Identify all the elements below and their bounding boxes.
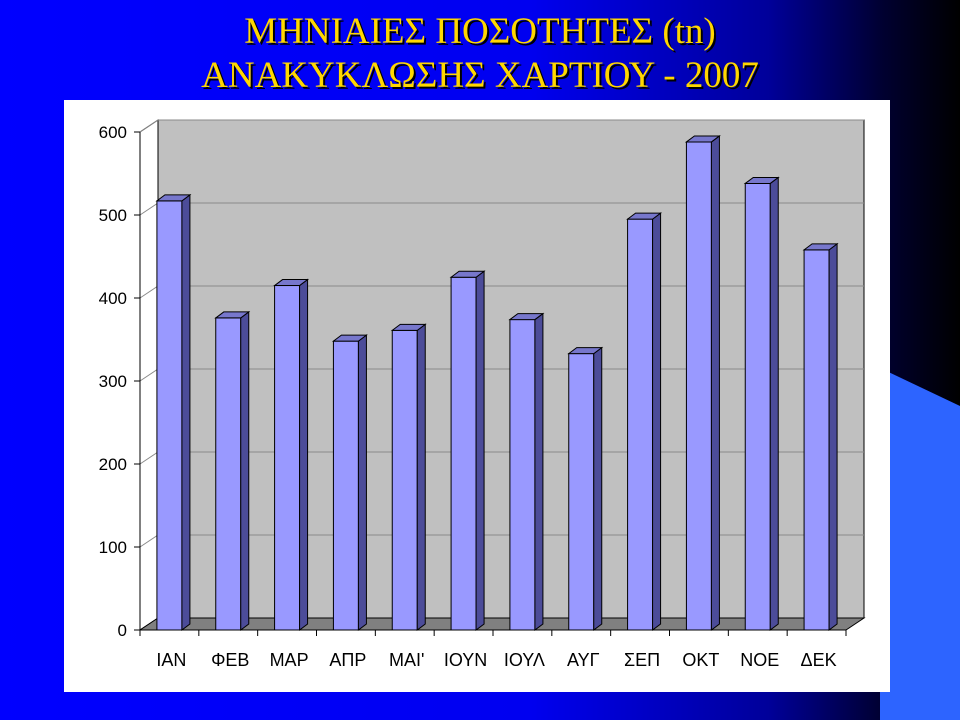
bar-side bbox=[593, 346, 603, 631]
bar bbox=[274, 285, 301, 631]
bar-top bbox=[214, 311, 251, 319]
bar bbox=[568, 353, 595, 631]
page-title: ΜΗΝΙΑΙΕΣ ΠΟΣΟΤΗΤΕΣ (tn) ΑΝΑΚΥΚΛΩΣΗΣ ΧΑΡΤ… bbox=[0, 10, 960, 98]
y-tick-label: 500 bbox=[99, 206, 127, 225]
bar-top bbox=[273, 279, 310, 287]
x-tick-label: ΝΟΕ bbox=[740, 650, 779, 670]
bar-side bbox=[769, 176, 779, 631]
gridline bbox=[139, 119, 864, 133]
x-tick-label: ΜΑΡ bbox=[270, 650, 309, 670]
bar-top bbox=[508, 313, 545, 321]
bar-side bbox=[652, 212, 662, 631]
title-line-1: ΜΗΝΙΑΙΕΣ ΠΟΣΟΤΗΤΕΣ (tn) bbox=[244, 11, 716, 52]
x-tick-label: ΙΟΥΛ bbox=[504, 650, 545, 670]
bar-side bbox=[357, 334, 367, 631]
bar bbox=[391, 329, 418, 631]
bar bbox=[685, 141, 712, 631]
x-tick-label: ΙΑΝ bbox=[156, 650, 186, 670]
bar bbox=[215, 317, 242, 631]
bar-side bbox=[710, 134, 720, 631]
bar-top bbox=[449, 270, 486, 278]
bar bbox=[509, 319, 536, 631]
bar-side bbox=[181, 193, 191, 631]
x-tick-label: ΟΚΤ bbox=[682, 650, 719, 670]
bar-top bbox=[802, 243, 839, 251]
bar-top bbox=[155, 194, 192, 202]
title-line-2: ΑΝΑΚΥΚΛΩΣΗΣ ΧΑΡΤΙΟΥ - 2007 bbox=[201, 55, 759, 96]
bar-top bbox=[331, 334, 368, 342]
bar bbox=[627, 218, 654, 631]
bar bbox=[744, 182, 771, 631]
y-tick-label: 200 bbox=[99, 455, 127, 474]
y-tick-label: 100 bbox=[99, 538, 127, 557]
bar bbox=[332, 340, 359, 631]
bar-top bbox=[390, 323, 427, 331]
bar-side bbox=[534, 312, 544, 631]
bar-chart: 0 100 200 300 400 500 600 ΙΑΝ ΦΕΒ ΜΑΡ ΑΠΡ ΜΑΙ' ΙΟΥΝ Ι… bbox=[99, 119, 866, 670]
x-tick-label: ΙΟΥΝ bbox=[444, 650, 487, 670]
bar-side bbox=[299, 278, 309, 631]
x-tick-label: ΔΕΚ bbox=[801, 650, 837, 670]
x-tick-label: ΣΕΠ bbox=[624, 650, 660, 670]
bar-top bbox=[743, 176, 780, 184]
y-tick-label: 600 bbox=[99, 123, 127, 142]
bar bbox=[156, 200, 183, 631]
bar-side bbox=[828, 242, 838, 631]
y-tick-label: 400 bbox=[99, 289, 127, 308]
bar-top bbox=[684, 135, 721, 143]
x-tick-label: ΑΠΡ bbox=[329, 650, 366, 670]
x-tick-label: ΑΥΓ bbox=[567, 650, 600, 670]
y-tick-label: 300 bbox=[99, 372, 127, 391]
bar bbox=[450, 276, 477, 631]
bar-side bbox=[240, 310, 250, 631]
bar-top bbox=[626, 212, 663, 220]
x-tick-label: ΦΕΒ bbox=[211, 650, 249, 670]
y-tick-label: 0 bbox=[118, 621, 127, 640]
bar-side bbox=[416, 323, 426, 631]
bar-side bbox=[475, 270, 485, 631]
x-tick-label: ΜΑΙ' bbox=[389, 650, 424, 670]
chart-panel: 0 100 200 300 400 500 600 ΙΑΝ ΦΕΒ ΜΑΡ ΑΠΡ ΜΑΙ' ΙΟΥΝ Ι… bbox=[64, 100, 890, 692]
decorative-panel bbox=[880, 368, 960, 720]
bar-top bbox=[567, 347, 604, 355]
bar bbox=[803, 249, 830, 631]
